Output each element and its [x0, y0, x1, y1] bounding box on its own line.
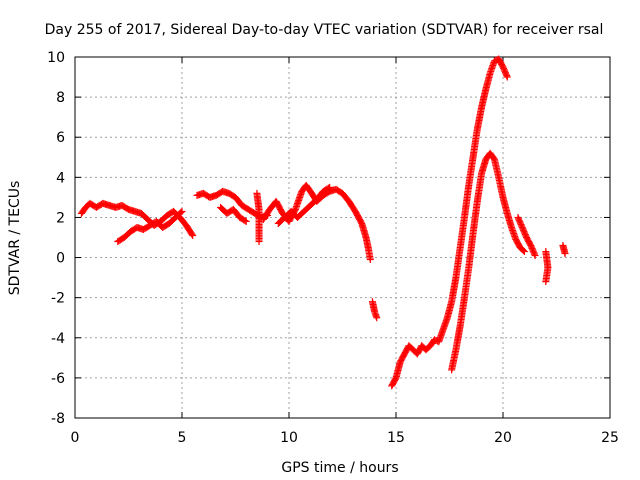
- data-point: [530, 250, 538, 258]
- data-markers: [77, 55, 569, 390]
- x-tick-label: 20: [494, 430, 512, 446]
- data-point: [241, 217, 249, 225]
- y-axis-label: SDTVAR / TECUs: [7, 181, 23, 296]
- x-tick-label: 5: [178, 430, 187, 446]
- data-point: [326, 183, 334, 191]
- data-point: [188, 230, 196, 238]
- data-point: [531, 252, 539, 260]
- y-tick-label: 10: [47, 50, 65, 66]
- data-point: [520, 248, 528, 256]
- data-point: [503, 72, 511, 80]
- y-tick-label: 0: [56, 251, 65, 267]
- data-point: [519, 247, 527, 255]
- data-point: [503, 73, 511, 81]
- x-tick-label: 0: [71, 430, 80, 446]
- plot-frame: [74, 56, 611, 419]
- y-tick-label: -2: [51, 291, 65, 307]
- data-point: [255, 238, 263, 246]
- y-tick-label: 8: [56, 90, 65, 106]
- y-tick-label: -8: [51, 411, 65, 427]
- data-point: [324, 184, 332, 192]
- x-tick-label: 25: [601, 430, 619, 446]
- data-point: [542, 278, 550, 286]
- data-point: [561, 250, 569, 258]
- data-point: [373, 314, 381, 322]
- x-tick-label: 10: [280, 430, 298, 446]
- y-tick-label: -6: [51, 371, 65, 387]
- y-tick-label: -4: [51, 331, 65, 347]
- x-tick-label: 15: [387, 430, 405, 446]
- y-tick-label: 6: [56, 130, 65, 146]
- data-point: [178, 207, 186, 215]
- data-point: [177, 208, 185, 216]
- data-point: [189, 231, 197, 239]
- data-point: [366, 256, 374, 264]
- data-point: [242, 217, 250, 225]
- x-axis-label: GPS time / hours: [281, 460, 398, 476]
- y-tick-label: 4: [56, 170, 65, 186]
- y-tick-label: 2: [56, 210, 65, 226]
- axis-ticks: 0 5 10 15 20 25 -8 -6 -4 -2 0 2 4 6 8 10: [47, 50, 619, 446]
- chart-title: Day 255 of 2017, Sidereal Day-to-day VTE…: [45, 22, 604, 38]
